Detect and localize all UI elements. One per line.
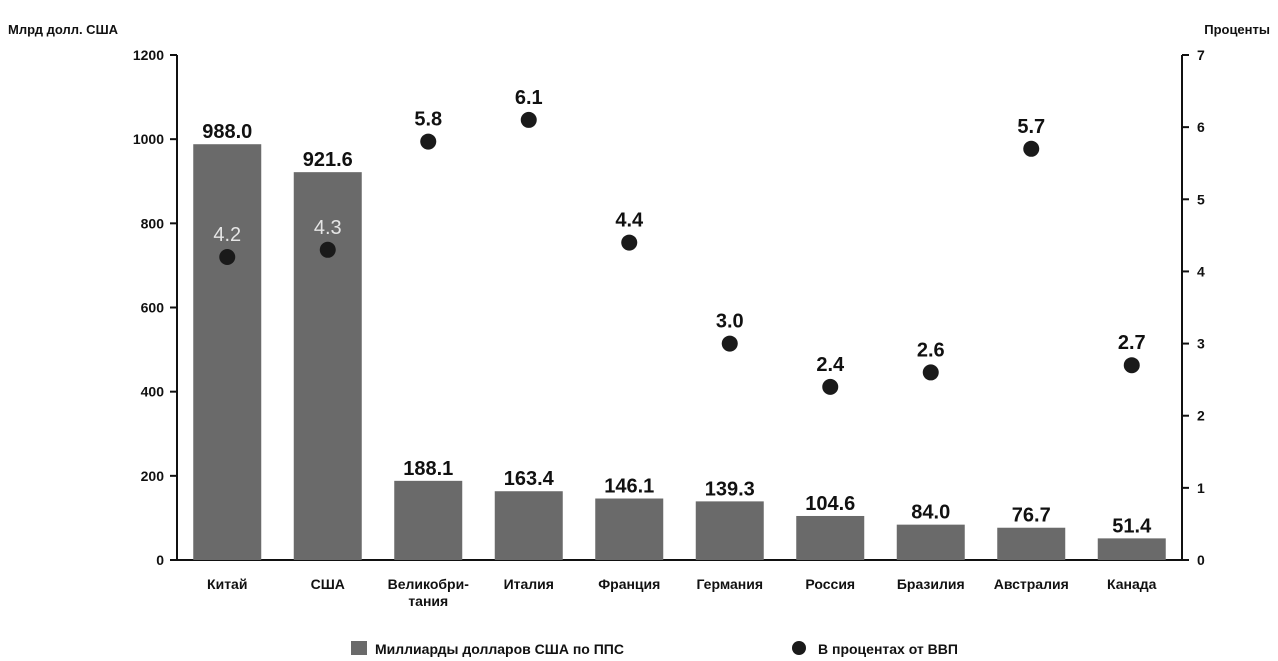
right-axis-tick-label: 7: [1197, 47, 1205, 63]
bar-value-label: 104.6: [805, 493, 855, 515]
percent-value-label: 5.8: [414, 109, 442, 131]
bar-value-label: 188.1: [403, 458, 453, 480]
legend-bar-swatch: [351, 641, 367, 655]
bar: [695, 501, 764, 560]
percent-value-label: 4.3: [314, 217, 342, 239]
category-label: Россия: [805, 576, 855, 592]
category-labels: Китай США Великобри-тания Италия Франция Герм…: [207, 576, 1157, 609]
bar-series: [193, 144, 1166, 560]
percent-point: [922, 364, 939, 381]
bar: [394, 480, 463, 560]
right-axis-unit-label: Проценты: [1204, 22, 1270, 37]
bar-value-label: 988.0: [202, 121, 252, 143]
percent-value-label: 4.2: [213, 224, 241, 246]
right-axis-tick-label: 4: [1197, 263, 1205, 279]
percent-value-label: 3.0: [716, 311, 744, 333]
category-label: Канада: [1107, 576, 1157, 592]
bar-value-label: 921.6: [303, 149, 353, 171]
bar: [494, 491, 563, 560]
category-label: тания: [408, 593, 448, 609]
bar-value-label: 146.1: [604, 476, 654, 498]
percent-value-label: 2.6: [917, 339, 945, 361]
percent-value-label: 2.4: [816, 354, 845, 376]
right-axis-tick-label: 1: [1197, 480, 1205, 496]
right-axis-tick-label: 0: [1197, 552, 1205, 568]
left-axis-tick-label: 600: [141, 300, 165, 316]
category-label: Франция: [598, 576, 660, 592]
right-axis-tick-label: 6: [1197, 119, 1205, 135]
percent-value-label: 2.7: [1118, 332, 1146, 354]
category-label: Бразилия: [897, 576, 965, 592]
percent-point: [1023, 140, 1040, 157]
percent-point: [822, 378, 839, 395]
right-axis-tick-label: 2: [1197, 408, 1205, 424]
left-axis-tick-label: 400: [141, 384, 165, 400]
percent-series: [219, 111, 1140, 395]
percent-value-labels: 4.2 4.3 5.8 6.1 4.4 3.0 2.4 2.6 5.7 2.7: [213, 87, 1145, 376]
bar: [796, 515, 865, 560]
left-axis-tick-label: 200: [141, 468, 165, 484]
percent-value-label: 6.1: [515, 87, 543, 109]
percent-point: [621, 234, 638, 251]
category-label: Германия: [696, 576, 763, 592]
percent-value-label: 4.4: [615, 210, 644, 232]
bar: [896, 524, 965, 560]
left-axis-tick-label: 1000: [133, 131, 164, 147]
legend: Миллиарды долларов США по ППС В процента…: [351, 641, 958, 657]
bar: [997, 527, 1066, 560]
bar-value-label: 163.4: [504, 468, 555, 490]
right-axis-tick-label: 3: [1197, 336, 1205, 352]
legend-bar-label: Миллиарды долларов США по ППС: [375, 641, 624, 657]
bar: [293, 172, 362, 560]
left-axis-tick-label: 0: [156, 552, 164, 568]
percent-point: [219, 249, 236, 265]
bar: [595, 498, 664, 560]
legend-dot-label: В процентах от ВВП: [818, 641, 958, 657]
bar-value-label: 51.4: [1112, 515, 1152, 537]
category-label: США: [311, 576, 345, 592]
bar-value-labels: 988.0 921.6 188.1 163.4 146.1 139.3 104.6 84.0 7…: [202, 121, 1152, 537]
bar-value-label: 84.0: [911, 502, 950, 524]
right-axis-tick-label: 5: [1197, 191, 1205, 207]
category-label: Италия: [504, 576, 554, 592]
left-axis-tick-label: 800: [141, 215, 165, 231]
category-label: Китай: [207, 576, 247, 592]
category-label: Великобри-: [388, 576, 470, 592]
bar-value-label: 76.7: [1012, 505, 1051, 527]
legend-dot-swatch: [792, 641, 806, 655]
percent-value-label: 5.7: [1017, 116, 1045, 138]
percent-point: [721, 335, 738, 352]
bar: [1097, 538, 1166, 560]
bar: [193, 144, 262, 560]
left-axis-tick-label: 1200: [133, 47, 164, 63]
left-axis-unit-label: Млрд долл. США: [8, 22, 119, 37]
percent-point: [420, 133, 437, 150]
percent-point: [1123, 357, 1140, 374]
percent-point: [520, 111, 537, 128]
percent-point: [319, 241, 336, 258]
bar-value-label: 139.3: [705, 478, 755, 500]
category-label: Австралия: [994, 576, 1069, 592]
